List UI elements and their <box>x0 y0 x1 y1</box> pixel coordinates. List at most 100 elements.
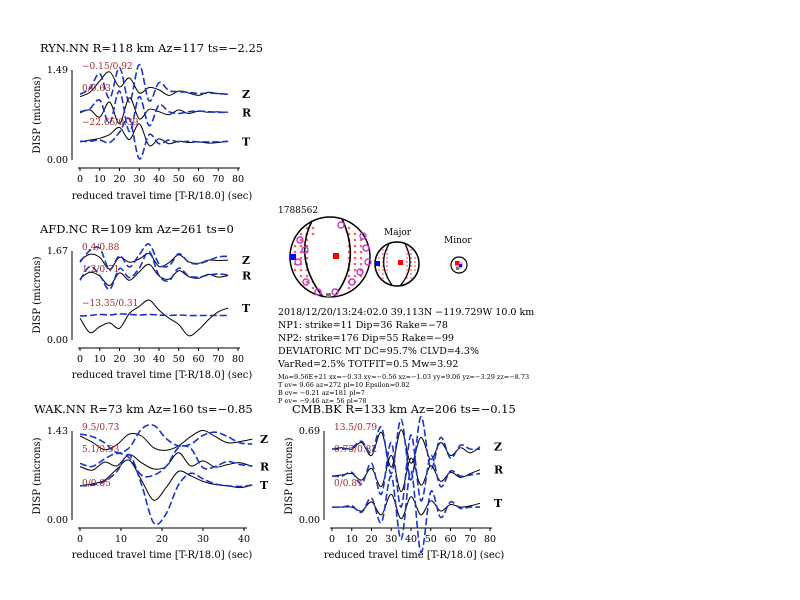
x-axis-label: reduced travel time [T-R/18.0] (sec) <box>324 550 505 561</box>
y-tick-top: 0.69 <box>299 426 320 437</box>
x-tick-label: 80 <box>232 354 244 365</box>
component-labels: ZRT <box>260 433 270 492</box>
t-axis-marker <box>333 253 339 259</box>
beachball-dot <box>353 262 357 266</box>
major-dot <box>410 249 412 251</box>
component-label-r: R <box>494 464 504 477</box>
x-tick-label: 30 <box>133 174 145 185</box>
info-small-b-axis: B ev= −0.21 az=181 pl=7 <box>278 389 365 397</box>
trace-annotations: 13.5/0.79 0.75/0.82 0/0.81 <box>334 423 377 489</box>
x-tick-label: 20 <box>156 534 168 545</box>
major-dot <box>406 253 408 255</box>
y-tick-bottom: 0.00 <box>47 155 68 166</box>
minor-b-marker <box>456 267 459 270</box>
x-tick-label: 20 <box>113 354 125 365</box>
annotation-z: 9.5/0.73 <box>82 423 120 433</box>
polarity-circle <box>301 246 309 254</box>
major-dot <box>382 253 384 255</box>
component-label-t: T <box>494 497 503 510</box>
panel-afd: AFD.NC R=109 km Az=261 ts=0 DISP (micron… <box>32 222 252 381</box>
x-tick-label: 70 <box>212 174 224 185</box>
annotation-r: 0/0.63 <box>82 84 111 94</box>
x-tick-label: 50 <box>425 534 437 545</box>
y-axis-label: DISP (microns) <box>284 437 295 514</box>
panel-title: AFD.NC R=109 km Az=261 ts=0 <box>39 222 234 236</box>
beachball-dot <box>311 232 315 236</box>
polarity-circle <box>348 278 356 286</box>
x-ticks: 0 10 20 30 40 50 60 70 80 <box>77 348 244 365</box>
data-trace-t <box>79 299 229 337</box>
y-axis-label: DISP (microns) <box>32 256 43 333</box>
major-dot <box>382 249 384 251</box>
info-line-np1: NP1: strike=11 Dip=36 Rake=−78 <box>278 320 448 331</box>
beachball-dot <box>311 226 315 230</box>
x-tick-label: 20 <box>365 534 377 545</box>
synthetic-trace-r <box>79 444 253 478</box>
panel-title: RYN.NN R=118 km Az=117 ts=−2.25 <box>40 41 263 55</box>
major-plane-1 <box>383 243 393 286</box>
beachball-dot <box>299 238 303 242</box>
beachball-dot <box>359 250 363 254</box>
major-dot <box>406 269 408 271</box>
panel-ryn: RYN.NN R=118 km Az=117 ts=−2.25 DISP (mi… <box>32 41 263 202</box>
data-trace-z <box>79 429 253 451</box>
y-axis-label: DISP (microns) <box>32 76 43 153</box>
x-tick-label: 80 <box>484 534 496 545</box>
major-dot <box>382 269 384 271</box>
beachball-major <box>374 241 420 287</box>
component-label-z: Z <box>260 433 268 446</box>
beachball-dot <box>353 274 357 278</box>
annotation-z: 0.4/0.88 <box>82 243 120 253</box>
beachball-dot <box>353 232 357 236</box>
beachball-dot <box>347 274 351 278</box>
major-dot <box>378 257 380 259</box>
y-tick-bottom: 0.00 <box>47 515 68 526</box>
nodal-plane-2 <box>333 218 352 298</box>
major-dot <box>410 273 412 275</box>
synthetic-trace-t <box>79 453 253 526</box>
polarity-circle <box>331 288 339 296</box>
beachball-outline <box>289 216 371 298</box>
info-line-deviatoric: DEVIATORIC MT DC=95.7% CLVD=4.3% <box>278 346 479 357</box>
major-dot <box>410 257 412 259</box>
major-dot <box>382 277 384 279</box>
x-ticks: 0 10 20 30 40 50 60 70 80 <box>77 168 244 185</box>
annotation-r: 5.1/0.93 <box>82 445 120 455</box>
major-dot <box>378 269 380 271</box>
major-dot <box>386 269 388 271</box>
major-dot <box>406 265 408 267</box>
x-tick-label: 20 <box>113 174 125 185</box>
x-tick-label: 0 <box>77 174 83 185</box>
major-plane-2 <box>399 243 411 287</box>
synthetic-trace-z <box>79 243 229 271</box>
x-tick-label: 60 <box>192 174 204 185</box>
x-tick-label: 30 <box>197 534 209 545</box>
component-label-t: T <box>260 479 269 492</box>
major-dot <box>410 265 412 267</box>
info-small-moment: Mo=9.56E+21 xx=−0.33 xy=−0.56 xz=−1.03 y… <box>278 373 529 381</box>
trace-annotations: −0.15/0.92 0/0.63 −22.65/0.39 <box>82 62 139 128</box>
x-tick-label: 40 <box>405 534 417 545</box>
x-tick-label: 0 <box>77 534 83 545</box>
major-dot <box>414 261 416 263</box>
component-label-t: T <box>242 135 251 148</box>
major-dot <box>414 269 416 271</box>
x-tick-label: 0 <box>77 354 83 365</box>
polarity-circle <box>362 244 370 252</box>
y-tick-top: 1.43 <box>47 426 68 437</box>
component-labels: ZRT <box>242 88 252 148</box>
component-label-z: Z <box>242 254 250 267</box>
synthetic-trace-t <box>331 470 481 554</box>
x-tick-label: 10 <box>94 354 106 365</box>
x-tick-label: 30 <box>385 534 397 545</box>
beachball-dot <box>305 274 309 278</box>
traces <box>79 63 229 160</box>
y-tick-bottom: 0.00 <box>47 335 68 346</box>
traces <box>331 415 481 554</box>
trace-annotations: 0.4/0.88 1.2/0.71 −13.35/0.31 <box>82 243 138 309</box>
minor-p-marker <box>459 264 462 267</box>
p-axis-marker <box>290 254 296 260</box>
synthetic-trace-z <box>79 423 253 454</box>
annotation-t: 0/0.85 <box>82 479 111 489</box>
